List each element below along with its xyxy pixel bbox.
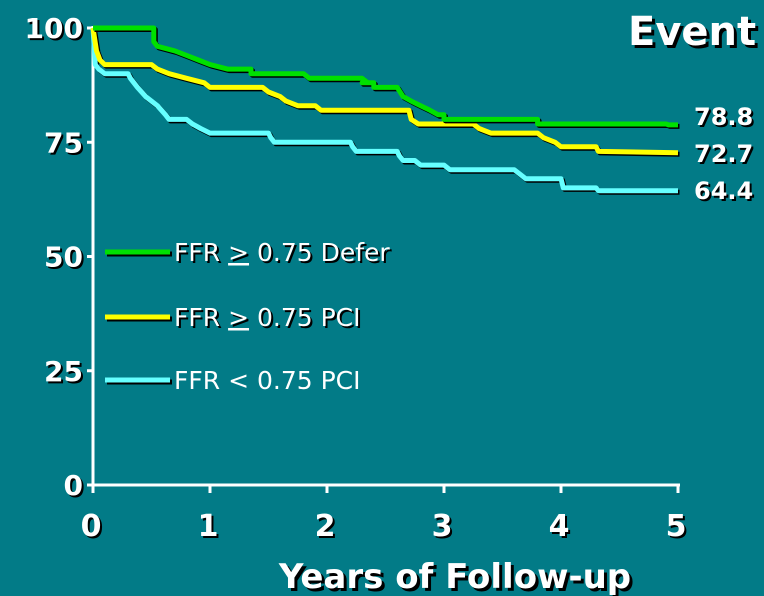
legend-label-shadow: FFR > 0.75 PCI bbox=[176, 305, 363, 334]
chart-title: Event bbox=[628, 9, 756, 55]
x-axis-label-shadow: Years of Follow-up bbox=[281, 560, 634, 596]
legend-label: FFR > 0.75 PCI bbox=[174, 303, 361, 332]
series-line bbox=[90, 27, 679, 156]
x-tick-label: 0 bbox=[81, 509, 102, 544]
x-tick-label-shadow: 2 bbox=[317, 511, 338, 546]
series-lines bbox=[90, 25, 680, 195]
end-labels: 78.878.872.772.764.464.4 bbox=[694, 103, 755, 207]
y-tick-label-shadow: 50 bbox=[46, 243, 85, 276]
end-value-label-shadow: 72.7 bbox=[696, 142, 755, 170]
chart-title-shadow: Event bbox=[631, 12, 759, 58]
x-tick-label: 1 bbox=[198, 509, 219, 544]
y-tick-label: 100 bbox=[25, 12, 83, 45]
x-axis-label: Years of Follow-up bbox=[278, 557, 631, 596]
end-value-label: 72.7 bbox=[694, 140, 753, 168]
x-axis-ticks: 00 11 22 33 44 55 bbox=[81, 485, 689, 546]
end-value-label-shadow: 64.4 bbox=[696, 179, 755, 207]
legend-label: FFR < 0.75 PCI bbox=[174, 366, 361, 395]
x-tick-label-shadow: 4 bbox=[551, 511, 572, 546]
y-tick-label: 0 bbox=[64, 469, 83, 502]
legend-label: FFR > 0.75 Defer bbox=[174, 238, 390, 267]
y-tick-label: 25 bbox=[44, 355, 83, 388]
end-value-label: 64.4 bbox=[694, 177, 753, 205]
end-value-label: 78.8 bbox=[694, 103, 753, 131]
series-line bbox=[93, 25, 678, 128]
x-tick-label: 3 bbox=[432, 509, 453, 544]
end-value-label-shadow: 78.8 bbox=[696, 105, 755, 133]
x-tick-label: 5 bbox=[666, 509, 687, 544]
series-line-shadow bbox=[92, 29, 680, 157]
x-tick-label-shadow: 1 bbox=[200, 511, 221, 546]
x-tick-label-shadow: 3 bbox=[434, 511, 455, 546]
y-tick-label-shadow: 25 bbox=[46, 357, 85, 390]
x-tick-label: 2 bbox=[315, 509, 336, 544]
y-tick-label: 50 bbox=[44, 241, 83, 274]
x-tick-label-shadow: 5 bbox=[668, 511, 689, 546]
y-tick-label: 75 bbox=[44, 126, 83, 159]
legend-label-shadow: FFR > 0.75 Defer bbox=[176, 240, 392, 269]
y-tick-label-shadow: 100 bbox=[27, 14, 85, 47]
y-tick-label-shadow: 0 bbox=[66, 471, 85, 504]
y-tick-label-shadow: 75 bbox=[46, 128, 85, 161]
series-line bbox=[90, 27, 678, 194]
x-tick-label: 4 bbox=[549, 509, 570, 544]
x-tick-label-shadow: 0 bbox=[83, 511, 104, 546]
